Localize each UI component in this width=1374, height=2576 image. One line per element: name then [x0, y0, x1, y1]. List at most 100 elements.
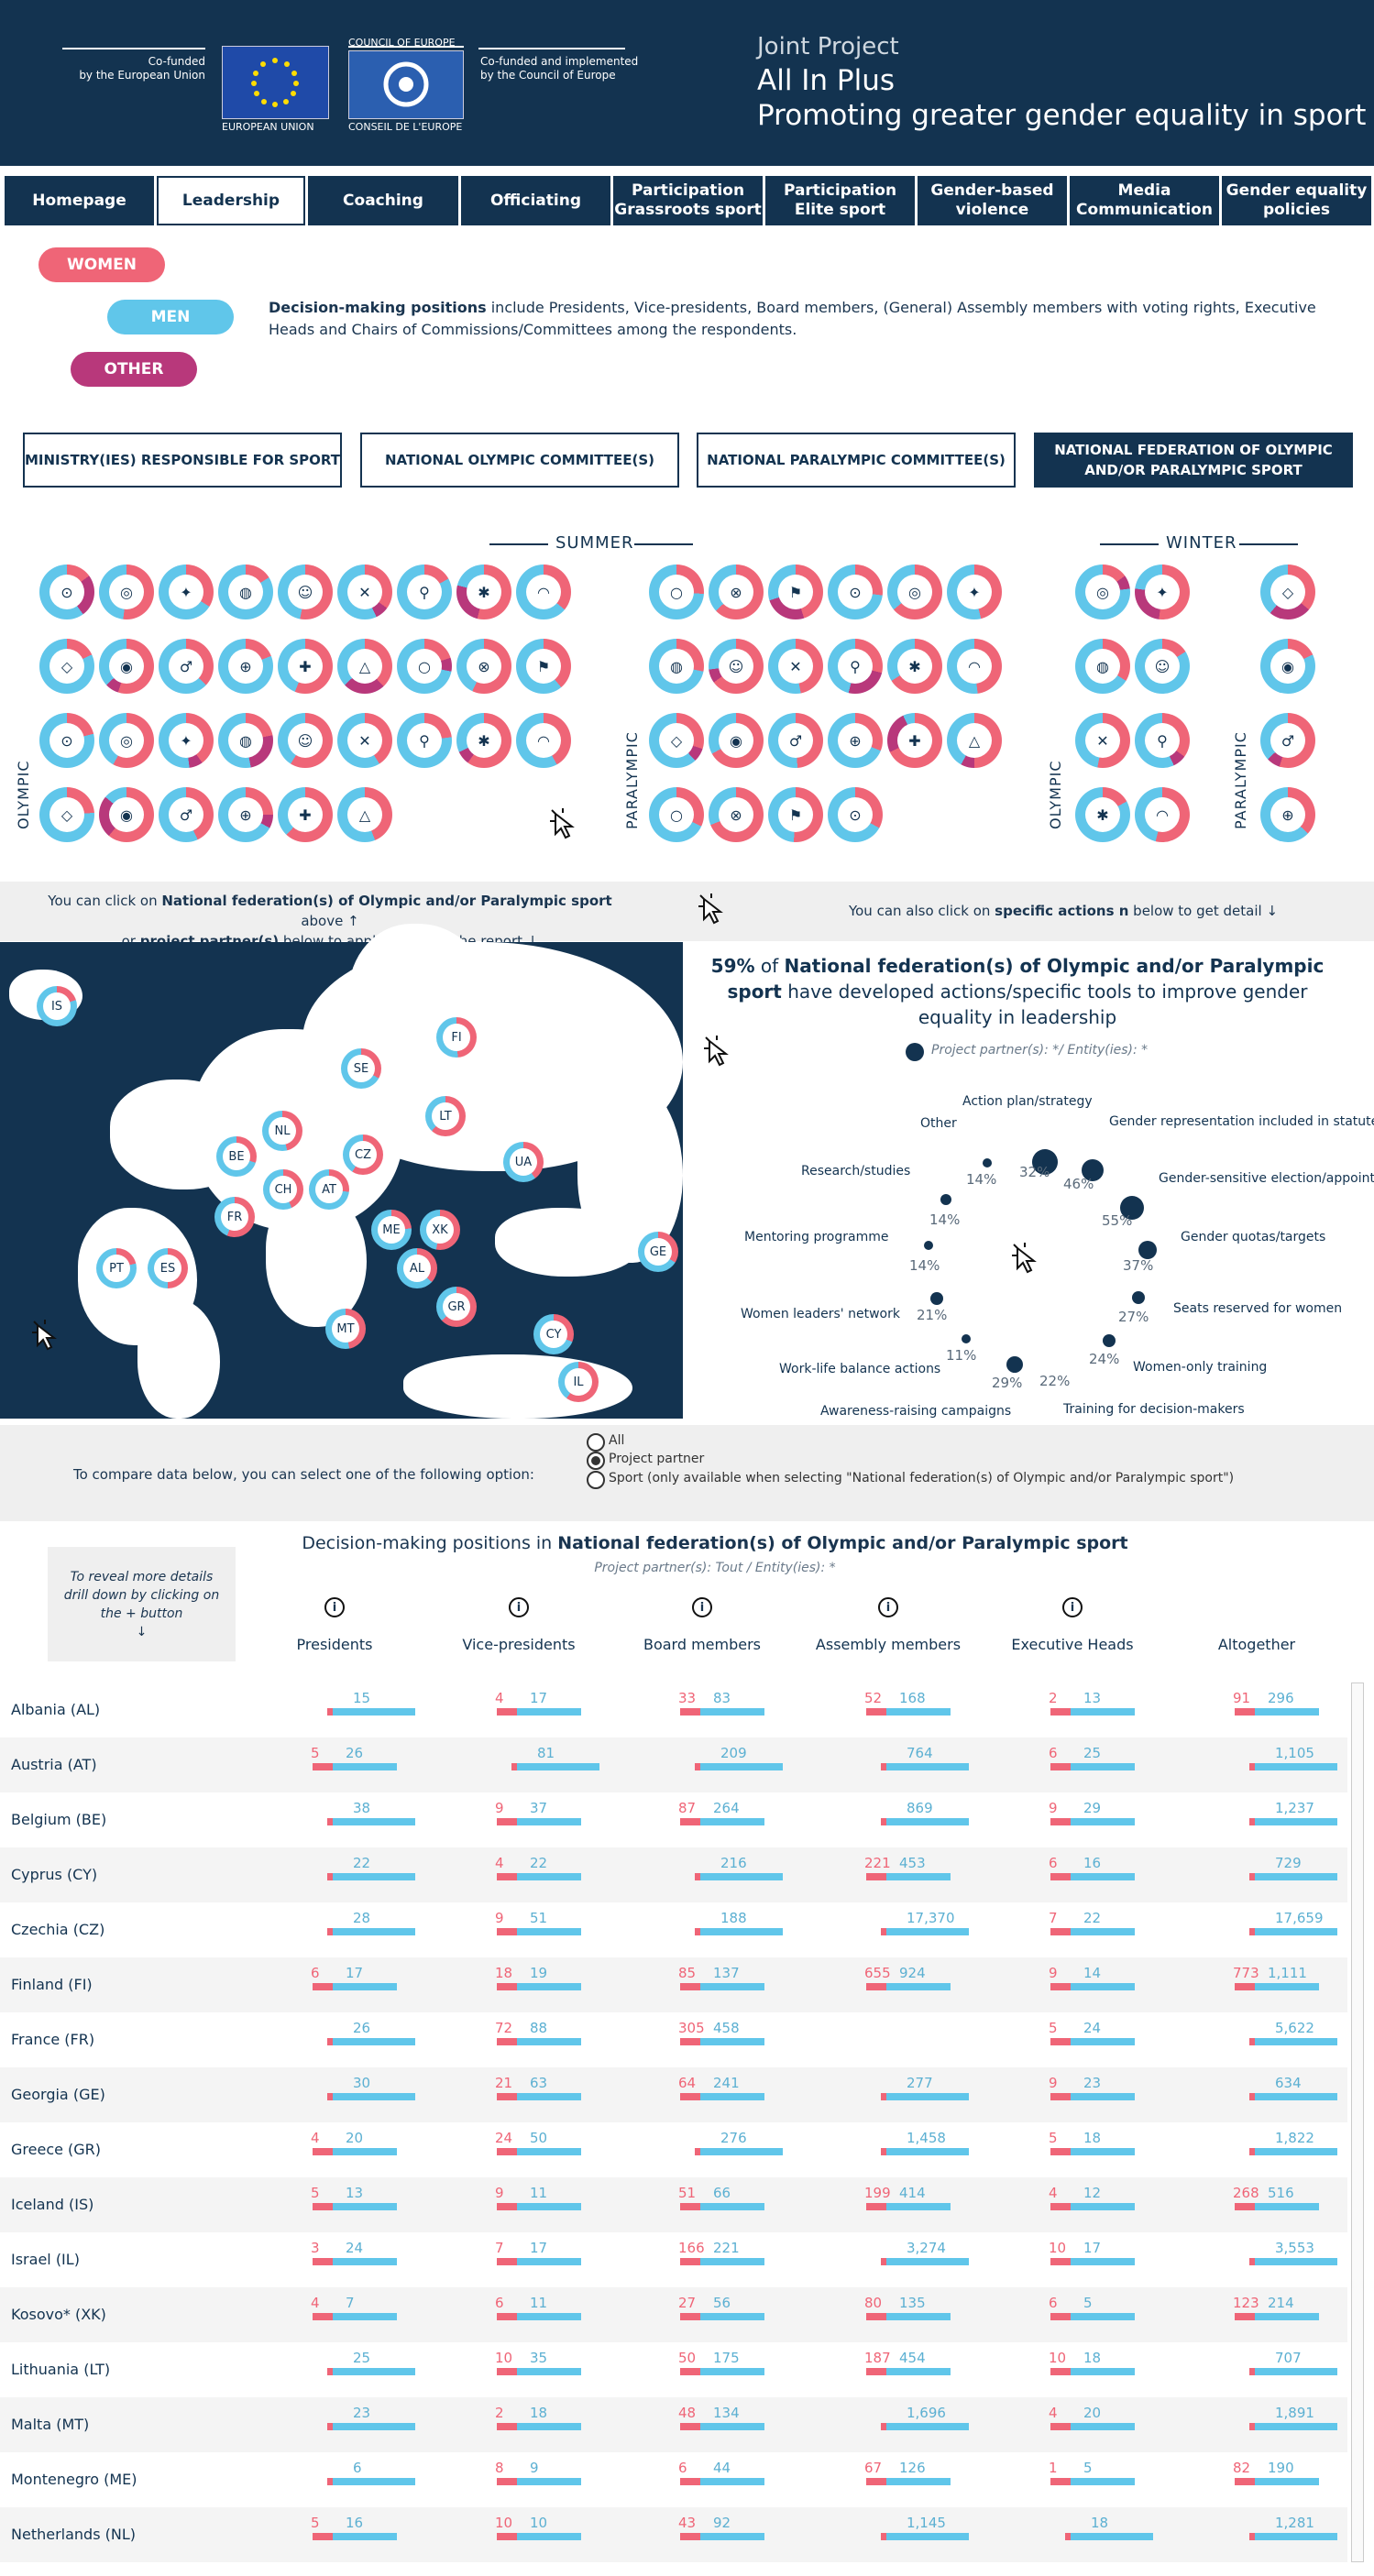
action-dot[interactable]	[1132, 1291, 1145, 1304]
info-icon[interactable]: i	[692, 1597, 712, 1617]
sport-donut[interactable]: ⚲	[1135, 713, 1190, 768]
sport-donut[interactable]: ✱	[1075, 787, 1130, 842]
compare-option-partner[interactable]	[587, 1452, 605, 1470]
table-row[interactable]: Greece (GR) 4 20 24 50 276 1,458 5 18 1,822	[0, 2122, 1347, 2177]
sport-donut[interactable]: ◎	[887, 565, 942, 619]
map-marker-ge[interactable]: GE	[638, 1232, 678, 1272]
sport-donut[interactable]: ⊙	[828, 565, 883, 619]
action-label[interactable]: Action plan/strategy	[962, 1094, 1093, 1109]
map-marker-xk[interactable]: XK	[420, 1210, 460, 1250]
women-legend-pill[interactable]: WOMEN	[38, 247, 165, 282]
map-marker-cy[interactable]: CY	[533, 1314, 574, 1354]
sport-donut[interactable]: ⊗	[709, 787, 764, 842]
sport-donut[interactable]: △	[337, 787, 392, 842]
map-marker-me[interactable]: ME	[371, 1210, 412, 1250]
sport-donut[interactable]: ⊙	[828, 787, 883, 842]
action-dot[interactable]	[1103, 1334, 1116, 1347]
sport-donut[interactable]: ⚲	[397, 565, 452, 619]
tab-coaching[interactable]: Coaching	[308, 176, 458, 225]
map-marker-cz[interactable]: CZ	[343, 1135, 383, 1175]
sport-donut[interactable]: ☺	[1135, 639, 1190, 694]
sport-donut[interactable]: ⊕	[218, 639, 273, 694]
sport-donut[interactable]: ✕	[768, 639, 823, 694]
sport-donut[interactable]: ⊙	[39, 713, 94, 768]
sport-donut[interactable]: ✕	[1075, 713, 1130, 768]
action-label[interactable]: Awareness-raising campaigns	[820, 1404, 1012, 1419]
sport-donut[interactable]: ✦	[1135, 565, 1190, 619]
action-dot[interactable]	[1007, 1358, 1022, 1373]
sport-donut[interactable]: ◇	[1260, 565, 1315, 619]
entity-npc-button[interactable]: NATIONAL PARALYMPIC COMMITTEE(S)	[697, 433, 1016, 488]
table-row[interactable]: France (FR) 26 72 88 305 458 5 24 5,622	[0, 2012, 1347, 2067]
action-dot[interactable]	[962, 1334, 971, 1343]
sport-donut[interactable]: ◎	[99, 713, 154, 768]
sport-donut[interactable]: ◉	[99, 639, 154, 694]
table-row[interactable]: Netherlands (NL) 5 16 10 10 43 92 1,145 18 1,281	[0, 2507, 1347, 2562]
map-marker-fr[interactable]: FR	[214, 1197, 255, 1237]
tab-gender-based-violence[interactable]: Gender-based violence	[918, 176, 1067, 225]
tab-officiating[interactable]: Officiating	[461, 176, 610, 225]
info-icon[interactable]: i	[1062, 1597, 1083, 1617]
sport-donut[interactable]: ◇	[39, 787, 94, 842]
action-dot[interactable]	[1082, 1159, 1104, 1181]
sport-donut[interactable]: ○	[649, 787, 704, 842]
entity-ministry-button[interactable]: MINISTRY(IES) RESPONSIBLE FOR SPORT	[23, 433, 342, 488]
map-marker-al[interactable]: AL	[397, 1248, 437, 1288]
sport-donut[interactable]: ♂	[159, 787, 214, 842]
tab-gender-equality-policies[interactable]: Gender equality policies	[1222, 176, 1371, 225]
map-marker-ch[interactable]: CH	[263, 1169, 303, 1210]
map-marker-nl[interactable]: NL	[262, 1111, 302, 1151]
sport-donut[interactable]: ◠	[1135, 787, 1190, 842]
sport-donut[interactable]: ◇	[649, 713, 704, 768]
compare-option-all[interactable]	[587, 1433, 605, 1452]
action-label[interactable]: Gender quotas/targets	[1181, 1230, 1326, 1244]
sport-donut[interactable]: ✱	[456, 713, 511, 768]
action-label[interactable]: Work-life balance actions	[779, 1362, 941, 1376]
sport-donut[interactable]: ◎	[1075, 565, 1130, 619]
action-label[interactable]: Women-only training	[1133, 1360, 1268, 1375]
action-label[interactable]: Mentoring programme	[744, 1230, 889, 1244]
info-icon[interactable]: i	[509, 1597, 529, 1617]
table-scrollbar[interactable]	[1351, 1683, 1364, 2562]
action-dot[interactable]	[1120, 1196, 1144, 1220]
sport-donut[interactable]: ◠	[516, 565, 571, 619]
sport-donut[interactable]: ☺	[278, 565, 333, 619]
sport-donut[interactable]: ◍	[218, 713, 273, 768]
sport-donut[interactable]: ⚑	[768, 787, 823, 842]
map-marker-gr[interactable]: GR	[436, 1287, 477, 1327]
table-row[interactable]: Kosovo* (XK) 4 7 6 11 27 56 80 135 6 5 123 214	[0, 2287, 1347, 2342]
tab-homepage[interactable]: Homepage	[5, 176, 154, 225]
sport-donut[interactable]: ⊕	[218, 787, 273, 842]
table-row[interactable]: Portugal (PT)	[0, 2562, 1347, 2576]
table-row[interactable]: Lithuania (LT) 25 10 35 50 175 187 454 10 18 707	[0, 2342, 1347, 2397]
map-marker-fi[interactable]: FI	[436, 1017, 477, 1058]
sport-donut[interactable]: ⊗	[456, 639, 511, 694]
map-marker-se[interactable]: SE	[341, 1048, 381, 1089]
sport-donut[interactable]: ✱	[887, 639, 942, 694]
sport-donut[interactable]: ✦	[159, 713, 214, 768]
sport-donut[interactable]: △	[337, 639, 392, 694]
action-label[interactable]: Other	[920, 1116, 957, 1131]
compare-option-sport[interactable]	[587, 1471, 605, 1489]
sport-donut[interactable]: ◍	[218, 565, 273, 619]
action-label[interactable]: Gender representation included in statut…	[1109, 1114, 1374, 1129]
table-row[interactable]: Montenegro (ME) 6 8 9 6 44 67 126 1 5 82 190	[0, 2452, 1347, 2507]
map-marker-il[interactable]: IL	[558, 1362, 599, 1402]
table-row[interactable]: Austria (AT) 5 26 81 209 764 6 25 1,105	[0, 1737, 1347, 1792]
map-marker-be[interactable]: BE	[216, 1136, 257, 1177]
sport-donut[interactable]: ◉	[709, 713, 764, 768]
sport-donut[interactable]: ✚	[278, 639, 333, 694]
map-marker-pt[interactable]: PT	[96, 1248, 137, 1288]
tab-media-communication[interactable]: Media Communication	[1070, 176, 1219, 225]
sport-donut[interactable]: ⊗	[709, 565, 764, 619]
sport-donut[interactable]: ◠	[947, 639, 1002, 694]
action-label[interactable]: Research/studies	[801, 1164, 911, 1178]
action-dot[interactable]	[983, 1158, 992, 1167]
sport-donut[interactable]: ♂	[1260, 713, 1315, 768]
table-row[interactable]: Albania (AL) 15 4 17 33 83 52 168 2 13 91 296	[0, 1683, 1347, 1737]
map-marker-es[interactable]: ES	[148, 1248, 188, 1288]
sport-donut[interactable]: ◠	[516, 713, 571, 768]
sport-donut[interactable]: ✦	[159, 565, 214, 619]
info-icon[interactable]: i	[878, 1597, 898, 1617]
tab-participation-elite-sport[interactable]: Participation Elite sport	[765, 176, 915, 225]
